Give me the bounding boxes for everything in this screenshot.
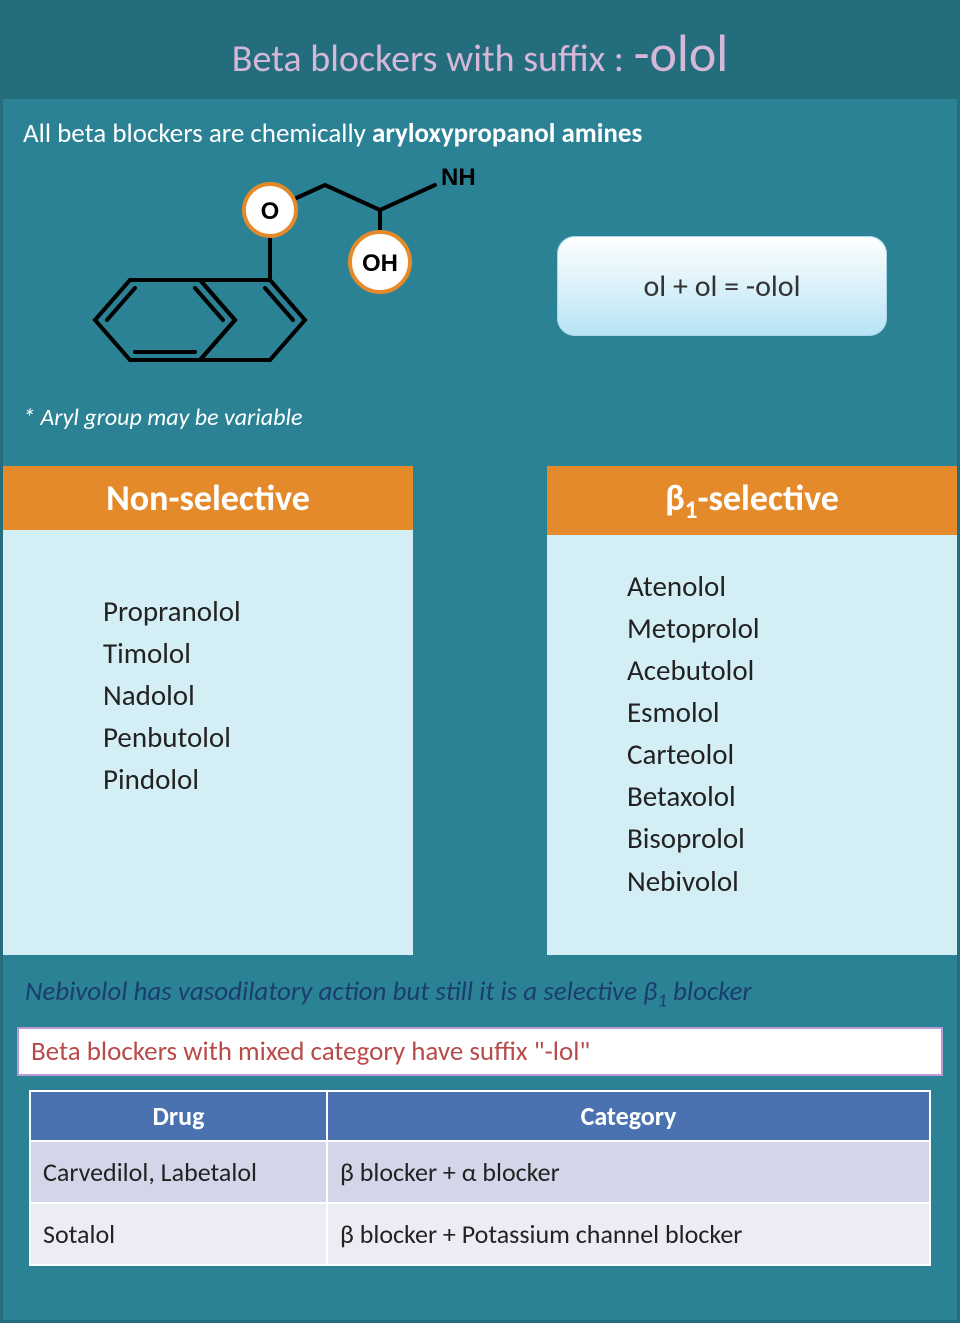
chemical-structure-area: O OH NH2 ol + ol = -olol * Aryl group ma… [3, 156, 957, 436]
list-item: Propranolol [103, 590, 373, 632]
list-item: Atenolol [627, 565, 917, 607]
list-item: Nadolol [103, 674, 373, 716]
list-item: Timolol [103, 632, 373, 674]
list-item: Betaxolol [627, 775, 917, 817]
mixed-category-note: Beta blockers with mixed category have s… [17, 1027, 943, 1076]
title-suffix: -olol [634, 21, 729, 85]
list-item: Metoprolol [627, 607, 917, 649]
svg-text:OH: OH [362, 250, 398, 277]
list-item: Pindolol [103, 758, 373, 800]
list-item: Bisoprolol [627, 817, 917, 859]
chemical-structure-icon: O OH NH2 [55, 150, 475, 400]
table-header-drug: Drug [30, 1091, 327, 1141]
title-main: Beta blockers with suffix : [232, 36, 624, 82]
list-item: Carteolol [627, 733, 917, 775]
non-selective-header: Non-selective [3, 466, 413, 530]
formula-box: ol + ol = -olol [557, 236, 887, 336]
table-row: Carvedilol, Labetalolβ blocker + α block… [30, 1141, 930, 1203]
drug-category-table: Drug Category Carvedilol, Labetalolβ blo… [29, 1090, 931, 1266]
table-cell: Carvedilol, Labetalol [30, 1141, 327, 1203]
table-header-category: Category [327, 1091, 930, 1141]
table-cell: β blocker + α blocker [327, 1141, 930, 1203]
formula-text: ol + ol = -olol [643, 268, 800, 305]
columns-container: Non-selective PropranololTimololNadololP… [3, 436, 957, 955]
list-item: Penbutolol [103, 716, 373, 758]
svg-text:O: O [261, 198, 280, 225]
intro-prefix: All beta blockers are chemically [23, 117, 372, 150]
non-selective-list: PropranololTimololNadololPenbutololPindo… [3, 530, 413, 950]
mixed-table: Drug Category Carvedilol, Labetalolβ blo… [29, 1090, 931, 1266]
nebivolol-note: Nebivolol has vasodilatory action but st… [3, 955, 957, 1026]
svg-text:NH2: NH2 [441, 164, 475, 195]
title-bar: Beta blockers with suffix : -olol [3, 3, 957, 99]
list-item: Acebutolol [627, 649, 917, 691]
table-cell: Sotalol [30, 1203, 327, 1265]
list-item: Esmolol [627, 691, 917, 733]
footnote: * Aryl group may be variable [23, 403, 302, 432]
table-cell: β blocker + Potassium channel blocker [327, 1203, 930, 1265]
intro-bold: aryloxypropanol amines [372, 117, 642, 150]
list-item: Nebivolol [627, 860, 917, 902]
table-row: Sotalolβ blocker + Potassium channel blo… [30, 1203, 930, 1265]
non-selective-column: Non-selective PropranololTimololNadololP… [3, 466, 413, 955]
b1-selective-header: β1-selective [547, 466, 957, 535]
b1-selective-list: AtenololMetoprololAcebutololEsmololCarte… [547, 535, 957, 955]
b1-selective-column: β1-selective AtenololMetoprololAcebutolo… [547, 466, 957, 955]
intro-text: All beta blockers are chemically aryloxy… [3, 99, 957, 156]
